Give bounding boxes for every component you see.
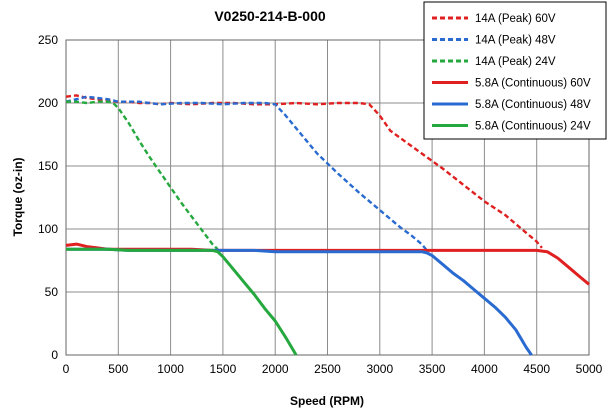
legend-label: 14A (Peak) 60V xyxy=(475,13,556,25)
series-line-14a-peak-60v xyxy=(65,94,543,249)
y-tick-label: 100 xyxy=(38,222,58,236)
legend-label: 5.8A (Continuous) 60V xyxy=(475,78,591,90)
y-tick-label: 200 xyxy=(38,96,58,110)
x-tick-label: 0 xyxy=(63,362,70,376)
y-tick-label: 250 xyxy=(38,33,58,47)
x-tick-label: 500 xyxy=(108,362,128,376)
x-axis-title: Speed (RPM) xyxy=(290,394,364,408)
legend: 14A (Peak) 60V 14A (Peak) 48V 14A (Peak) 2… xyxy=(423,1,607,140)
chart-title: V0250-214-B-000 xyxy=(214,8,326,24)
series-line-5-8a-continuous-24v xyxy=(66,247,298,356)
x-tick-label: 4000 xyxy=(471,362,498,376)
x-tick-label: 1500 xyxy=(210,362,237,376)
x-tick-label: 2500 xyxy=(314,362,341,376)
legend-label: 5.8A (Continuous) 24V xyxy=(475,121,591,133)
x-tick-label: 3500 xyxy=(419,362,446,376)
legend-label: 14A (Peak) 24V xyxy=(475,56,556,68)
x-tick-label: 3000 xyxy=(366,362,393,376)
x-tick-label: 5000 xyxy=(576,362,603,376)
plot-frame xyxy=(65,39,590,356)
series-line-5-8a-continuous-48v xyxy=(66,247,533,356)
tick-labels: 0 500 1000 1500 2000 2500 3000 3500 4000 4500 5000… xyxy=(38,33,603,376)
series-layer xyxy=(65,94,590,356)
legend-label: 5.8A (Continuous) 48V xyxy=(475,99,591,111)
legend-label: 14A (Peak) 48V xyxy=(475,35,556,47)
y-tick-label: 0 xyxy=(51,348,58,362)
y-tick-label: 150 xyxy=(38,159,58,173)
series-line-14a-peak-48v xyxy=(65,95,428,252)
legend-box xyxy=(423,1,607,140)
legend-items: 14A (Peak) 60V 14A (Peak) 48V 14A (Peak) 2… xyxy=(432,13,591,133)
x-tick-label: 2000 xyxy=(262,362,289,376)
x-tick-label: 4500 xyxy=(523,362,550,376)
y-axis-title: Torque (oz-in) xyxy=(11,157,25,236)
series-line-14a-peak-24v xyxy=(66,100,219,251)
x-tick-label: 1000 xyxy=(157,362,184,376)
y-tick-label: 50 xyxy=(45,285,59,299)
